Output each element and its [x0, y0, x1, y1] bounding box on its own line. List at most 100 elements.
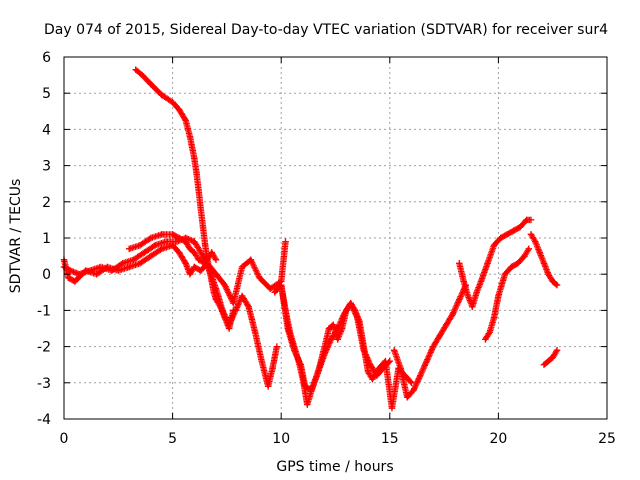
- y-tick-label: 5: [42, 86, 51, 102]
- data-point: [360, 347, 367, 354]
- data-point: [449, 310, 456, 318]
- data-point: [417, 372, 424, 379]
- data-point: [514, 260, 522, 267]
- series-sat-c: [125, 231, 220, 267]
- data-point: [251, 328, 259, 336]
- data-point: [158, 245, 165, 253]
- data-point: [334, 325, 341, 332]
- data-point: [208, 249, 215, 256]
- data-point: [484, 260, 491, 267]
- data-point: [212, 256, 220, 263]
- data-point: [221, 281, 228, 289]
- data-point: [269, 365, 276, 372]
- data-point: [380, 365, 387, 372]
- data-point: [238, 292, 246, 300]
- data-point: [532, 238, 539, 245]
- data-point: [503, 231, 511, 238]
- data-point: [367, 361, 374, 368]
- data-point: [169, 99, 176, 106]
- data-point: [390, 347, 398, 354]
- data-point: [308, 386, 315, 394]
- data-point: [119, 260, 126, 267]
- data-point: [130, 256, 137, 263]
- data-point: [238, 263, 246, 271]
- data-point: [256, 274, 263, 282]
- data-point: [525, 245, 533, 253]
- data-point: [136, 260, 144, 267]
- data-point: [232, 307, 239, 314]
- data-point: [247, 256, 254, 263]
- data-point: [197, 267, 205, 274]
- data-point: [195, 187, 202, 195]
- data-point: [162, 238, 170, 245]
- x-tick-label: 25: [598, 431, 616, 447]
- chart-title: Day 074 of 2015, Sidereal Day-to-day VTE…: [44, 22, 608, 38]
- y-tick-label: 1: [42, 231, 51, 247]
- data-point: [245, 303, 252, 310]
- data-point: [373, 372, 380, 379]
- data-point: [191, 155, 198, 162]
- data-point: [147, 80, 155, 88]
- y-tick-label: 2: [42, 195, 51, 211]
- ticks: 0 5 10 15 20 25 -4 -3 -2 -1 0 1 2 3 4 5 6: [37, 50, 616, 447]
- data-point: [501, 271, 509, 278]
- data-point: [136, 242, 144, 249]
- data-point: [193, 169, 200, 177]
- y-tick-label: -3: [37, 376, 51, 392]
- data-point: [516, 223, 524, 231]
- x-tick-label: 10: [272, 431, 290, 447]
- data-point: [527, 231, 535, 238]
- data-point: [125, 263, 133, 271]
- y-tick-label: 4: [42, 122, 51, 138]
- data-point: [443, 321, 450, 329]
- data-point: [182, 117, 189, 124]
- data-point: [264, 383, 272, 390]
- data-point: [327, 336, 335, 343]
- y-tick-label: -2: [37, 340, 51, 356]
- data-point: [219, 307, 226, 314]
- data-point: [297, 361, 304, 368]
- data-point: [175, 249, 183, 256]
- data-point: [334, 336, 341, 343]
- data-point: [482, 336, 489, 343]
- data-point: [169, 231, 176, 238]
- data-point: [93, 271, 100, 278]
- data-point: [486, 328, 493, 336]
- data-point: [67, 267, 74, 274]
- data-point: [230, 299, 237, 307]
- data-point: [175, 234, 183, 242]
- series-sat-h: [482, 245, 533, 343]
- y-tick-label: -4: [37, 412, 51, 428]
- data-point: [141, 249, 148, 256]
- data-point: [436, 332, 443, 339]
- data-point: [536, 249, 543, 256]
- data-point: [403, 394, 411, 401]
- data-point: [540, 361, 548, 368]
- data-point: [147, 252, 155, 260]
- data-point: [186, 245, 194, 253]
- data-point: [125, 245, 133, 253]
- data-point: [460, 278, 467, 285]
- data-point: [325, 325, 333, 332]
- data-point: [340, 310, 348, 318]
- data-point: [545, 357, 552, 365]
- data-point: [182, 238, 189, 245]
- data-point: [258, 357, 265, 365]
- data-point: [284, 325, 291, 332]
- data-point: [169, 242, 176, 249]
- data-point: [408, 379, 415, 386]
- data-point: [364, 368, 372, 376]
- data-point: [115, 267, 122, 274]
- data-point: [473, 289, 480, 296]
- data-layer: [60, 66, 561, 412]
- y-axis-label: SDTVAR / TECUs: [8, 179, 24, 294]
- data-point: [158, 91, 165, 99]
- data-point: [549, 354, 556, 361]
- x-tick-label: 5: [168, 431, 177, 447]
- data-point: [301, 383, 309, 390]
- data-point: [132, 66, 139, 73]
- data-point: [225, 321, 233, 329]
- data-point: [147, 234, 155, 242]
- data-point: [490, 242, 498, 249]
